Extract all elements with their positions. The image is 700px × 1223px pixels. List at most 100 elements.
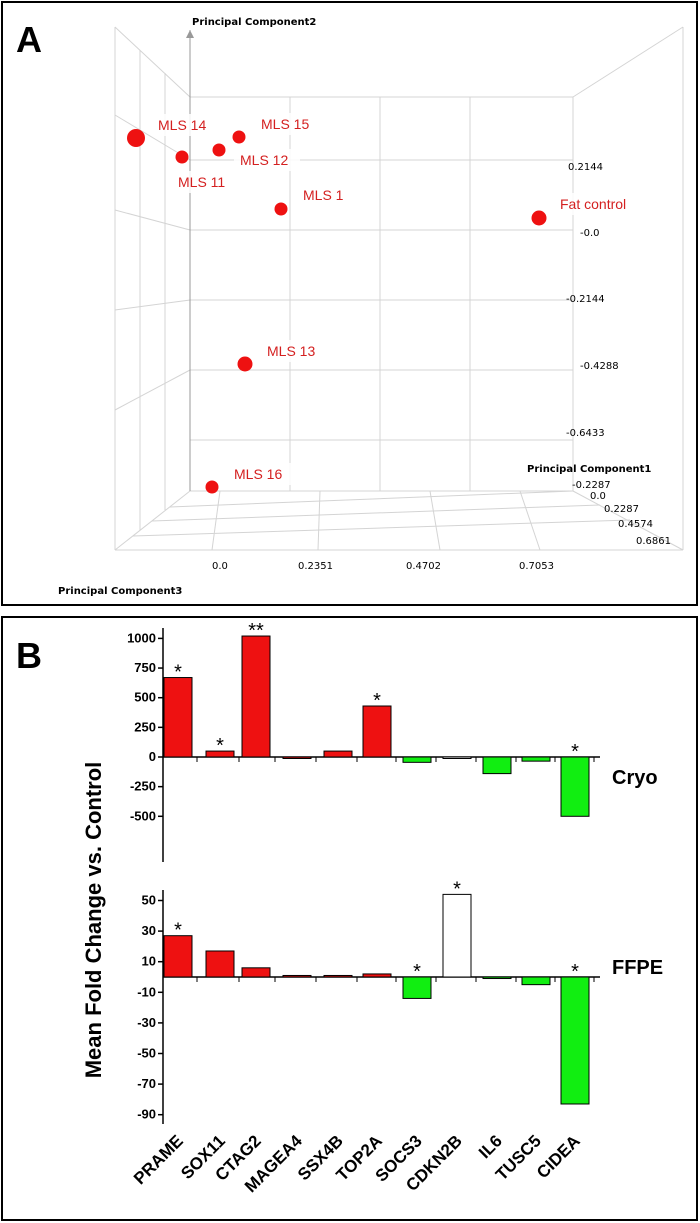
pca-points: MLS 14 MLS 11 MLS 12 MLS 15 MLS 1 Fat control… <box>127 113 644 494</box>
bar <box>521 756 551 762</box>
data-point <box>205 480 219 494</box>
significance-marker: * <box>216 735 224 757</box>
bar <box>482 976 512 980</box>
data-point <box>175 150 189 164</box>
subplot-name: FFPE <box>612 957 663 979</box>
pc2-axis-title: Principal Component2 <box>192 17 316 28</box>
data-point <box>274 202 288 216</box>
y-tick-label: 500 <box>134 690 156 705</box>
point-label: MLS 11 <box>178 174 225 190</box>
bar <box>521 976 551 986</box>
bar <box>402 756 432 763</box>
significance-marker: * <box>174 662 182 684</box>
pc3-tick-label: 0.2351 <box>298 561 333 572</box>
point-label-bg <box>261 340 329 362</box>
pc3-tick-label: 0.0 <box>212 561 228 572</box>
bar <box>362 705 392 758</box>
y-tick-label: 750 <box>134 660 156 675</box>
bar <box>282 756 312 759</box>
y-tick-label: 10 <box>142 954 156 969</box>
pca-tick-labels: 0.2144-0.0-0.2144-0.4288-0.6433-0.22870.… <box>212 162 671 572</box>
bar <box>205 750 235 758</box>
subplot-name: Cryo <box>612 767 658 789</box>
data-point <box>237 356 253 372</box>
significance-marker: ** <box>248 620 264 642</box>
panel-b-letter: B <box>16 635 42 676</box>
panel-b-frame <box>1 616 698 1221</box>
bar <box>442 893 472 978</box>
bar <box>362 973 392 978</box>
data-point <box>127 129 145 147</box>
pc3-axis-title: Principal Component3 <box>58 586 182 597</box>
y-tick-label: -90 <box>137 1107 156 1122</box>
significance-marker: * <box>413 961 421 983</box>
bar <box>442 756 472 759</box>
pc3-tick-label: 0.4702 <box>406 561 441 572</box>
bar <box>241 635 271 758</box>
significance-marker: * <box>373 690 381 712</box>
point-label: MLS 1 <box>303 187 344 203</box>
y-tick-label: -30 <box>137 1015 156 1030</box>
bar-y-axis-label: Mean Fold Change vs. Control <box>81 762 106 1079</box>
pc1-axis-title: Principal Component1 <box>527 464 651 475</box>
significance-marker: * <box>174 920 182 942</box>
significance-marker: * <box>571 961 579 983</box>
point-label-bg <box>172 171 238 193</box>
pc2-tick-label: 0.2144 <box>568 162 603 173</box>
data-point <box>232 130 246 144</box>
y-tick-label: 50 <box>142 893 156 908</box>
point-label: Fat control <box>560 196 626 212</box>
bar <box>323 974 353 978</box>
bar <box>482 756 512 775</box>
y-tick-label: -250 <box>130 779 156 794</box>
pc1-tick-label: 0.2287 <box>604 504 639 515</box>
significance-marker: * <box>571 741 579 763</box>
bar <box>282 974 312 978</box>
bar <box>402 976 432 999</box>
point-label: MLS 13 <box>267 343 315 359</box>
significance-marker: * <box>453 878 461 900</box>
y-tick-label: -50 <box>137 1046 156 1061</box>
point-label-bg <box>228 463 294 485</box>
pc1-tick-label: 0.0 <box>590 491 606 502</box>
data-point <box>531 210 547 226</box>
panel-a-letter: A <box>16 19 42 60</box>
pc2-tick-label: -0.2144 <box>566 294 605 305</box>
pc2-tick-label: -0.0 <box>580 228 600 239</box>
pc3-tick-label: 0.7053 <box>519 561 554 572</box>
point-label: MLS 16 <box>234 466 282 482</box>
bar <box>560 756 590 817</box>
y-tick-label: 250 <box>134 719 156 734</box>
panel-a-frame <box>1 1 698 606</box>
ffpe-bar-chart: 50 30 10 -10 -30 -50 -70 -90 * * * * FFPE <box>137 878 663 1124</box>
y-tick-label: -500 <box>130 808 156 823</box>
bar <box>241 967 271 978</box>
bar <box>323 750 353 758</box>
bar <box>163 677 193 758</box>
pc1-tick-label: 0.4574 <box>618 519 653 530</box>
y-tick-label: 30 <box>142 923 156 938</box>
point-label: MLS 15 <box>261 116 309 132</box>
y-tick-label: 1000 <box>127 630 156 645</box>
bar <box>205 950 235 978</box>
y-tick-label: 0 <box>149 749 156 764</box>
pc2-axis-arrow <box>186 30 194 38</box>
point-label-bg <box>152 114 232 136</box>
point-label-bg <box>554 193 644 215</box>
point-label: MLS 12 <box>240 152 288 168</box>
pc1-tick-label: 0.6861 <box>636 536 671 547</box>
point-label-bg <box>297 184 359 206</box>
pc1-tick-label: -0.2287 <box>572 480 611 491</box>
y-tick-label: -70 <box>137 1076 156 1091</box>
pc2-tick-label: -0.6433 <box>566 428 605 439</box>
point-label-bg <box>255 113 321 135</box>
point-label: MLS 14 <box>158 117 206 133</box>
point-label-bg <box>234 149 300 171</box>
y-tick-label: -10 <box>137 984 156 999</box>
data-point <box>212 143 226 157</box>
bar <box>560 976 590 1105</box>
pc2-tick-label: -0.4288 <box>580 361 619 372</box>
bar <box>163 935 193 978</box>
